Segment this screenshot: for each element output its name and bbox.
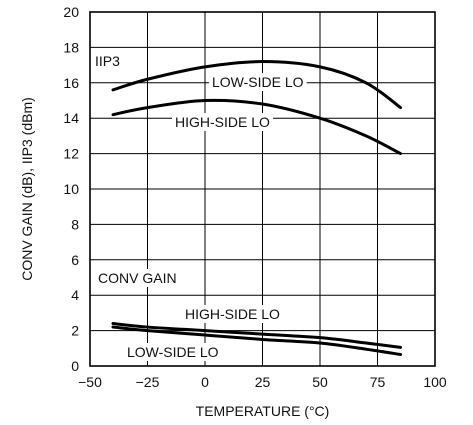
y-tick-label: 4 [71,287,79,303]
series-label-background [172,113,274,131]
series-line-conv-gain-high-side-lo [111,322,402,349]
y-tick-label: 2 [71,323,79,339]
series-label-background [182,305,284,323]
tick-layer: −50 −25 0 25 50 75 100 0 2 4 6 8 10 12 14 16 18 20 [63,4,446,390]
series-label-conv-gain-high-side-lo: HIGH-SIDE LO [185,306,280,322]
y-axis-label: CONV GAIN (dB), IIP3 (dBm) [19,97,35,281]
y-tick-label: 6 [71,252,79,268]
x-tick-label: 0 [201,374,209,390]
x-tick-label: −50 [78,374,102,390]
x-tick-label: 100 [423,374,447,390]
series-line-iip3-high-side-lo [111,98,402,156]
series-label-background [209,73,307,91]
y-tick-label: 10 [63,181,79,197]
y-tick-label: 12 [63,146,79,162]
y-tick-label: 14 [63,110,79,126]
x-tick-label: 75 [370,374,386,390]
x-axis-label: TEMPERATURE (°C) [196,403,330,419]
plot-frame [89,11,436,367]
curve-layer [111,60,402,356]
y-tick-label: 16 [63,75,79,91]
group-label-iip3: IIP3 [95,53,120,69]
group-label-conv-gain: CONV GAIN [98,270,177,286]
y-tick-label: 20 [63,4,79,20]
label-layer: LOW-SIDE LO HIGH-SIDE LO HIGH-SIDE LO LOW-S… [124,73,307,361]
group-label-background [95,269,180,287]
series-label-iip3-high-side-lo: HIGH-SIDE LO [175,114,270,130]
x-tick-label: 25 [255,374,271,390]
x-tick-label: 50 [312,374,328,390]
group-label-background [92,52,124,70]
series-line-conv-gain-low-side-lo [111,325,402,356]
series-label-background [124,343,222,361]
y-tick-label: 0 [71,358,79,374]
series-line-iip3-low-side-lo [111,60,402,110]
y-tick-label: 18 [63,39,79,55]
y-tick-label: 8 [71,216,79,232]
series-label-conv-gain-low-side-lo: LOW-SIDE LO [127,344,219,360]
x-tick-label: −25 [136,374,160,390]
series-label-iip3-low-side-lo: LOW-SIDE LO [212,74,304,90]
